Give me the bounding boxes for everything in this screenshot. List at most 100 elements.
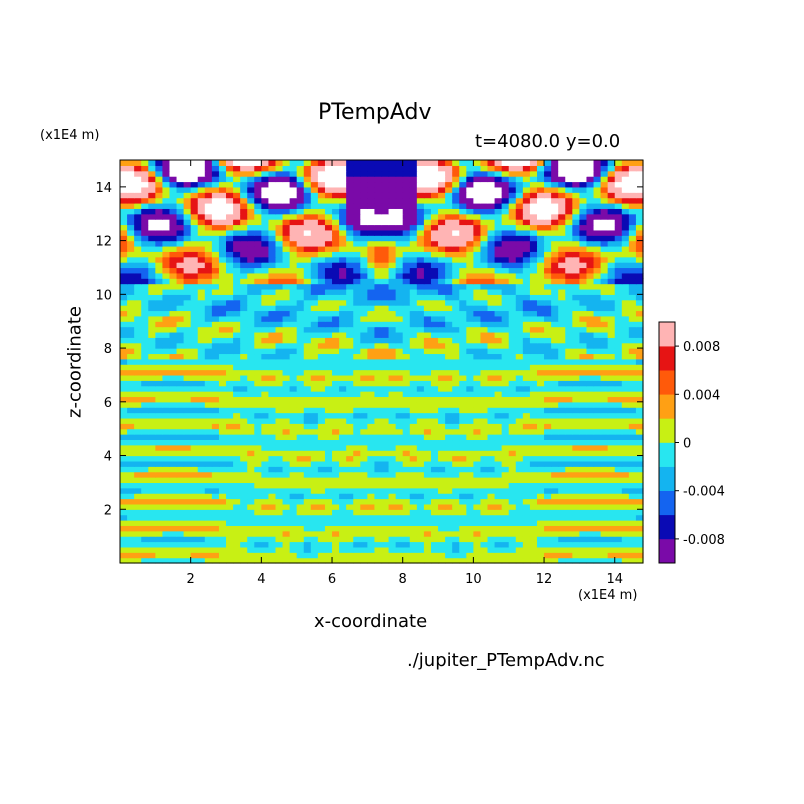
heatmap-cell [296, 520, 305, 526]
heatmap-cell [367, 202, 376, 209]
heatmap-cell [183, 374, 192, 381]
heatmap-cell [211, 213, 220, 220]
heatmap-cell [508, 299, 517, 306]
heatmap-cell [522, 471, 531, 478]
heatmap-cell [416, 256, 425, 263]
heatmap-cell [381, 283, 390, 290]
heatmap-cell [275, 251, 284, 258]
heatmap-cell [317, 208, 326, 215]
heatmap-cell [529, 520, 538, 526]
heatmap-cell [289, 423, 298, 430]
heatmap-cell [134, 541, 142, 548]
heatmap-cell [522, 310, 531, 317]
heatmap-cell [353, 251, 361, 258]
heatmap-cell [487, 272, 496, 279]
heatmap-cell [621, 267, 630, 274]
heatmap-cell [204, 283, 213, 290]
heatmap-cell [515, 498, 524, 505]
heatmap-cell [572, 546, 580, 553]
heatmap-cell [332, 380, 340, 387]
heatmap-cell [190, 477, 199, 483]
heatmap-cell [445, 213, 453, 220]
heatmap-cell [593, 374, 602, 381]
heatmap-cell [614, 396, 623, 403]
heatmap-cell [247, 509, 255, 516]
heatmap-cell [240, 310, 248, 317]
heatmap-cell [169, 240, 178, 247]
heatmap-cell [445, 321, 453, 328]
heatmap-cell [579, 412, 588, 419]
heatmap-cell [120, 417, 128, 424]
heatmap-cell [508, 310, 517, 317]
heatmap-cell [155, 310, 164, 317]
heatmap-cell [204, 525, 213, 532]
heatmap-cell [438, 450, 446, 457]
heatmap-cell [176, 294, 185, 301]
heatmap-cell [593, 396, 602, 403]
heatmap-cell [452, 423, 460, 430]
heatmap-cell [296, 374, 305, 381]
heatmap-cell [247, 256, 255, 263]
heatmap-cell [141, 294, 149, 301]
heatmap-cell [635, 434, 644, 441]
heatmap-cell [586, 294, 595, 301]
heatmap-cell [134, 385, 142, 392]
heatmap-cell [508, 487, 517, 494]
heatmap-cell [438, 439, 446, 446]
heatmap-cell [240, 434, 248, 441]
heatmap-cell [515, 423, 524, 430]
heatmap-cell [494, 342, 503, 349]
heatmap-cell [487, 219, 496, 226]
heatmap-cell [240, 536, 248, 543]
heatmap-cell [586, 342, 595, 349]
heatmap-cell [579, 272, 588, 279]
heatmap-cell [628, 401, 637, 408]
heatmap-cell [416, 235, 425, 242]
heatmap-cell [155, 503, 164, 510]
heatmap-cell [402, 235, 411, 242]
heatmap-cell [600, 487, 609, 494]
heatmap-cell [254, 503, 262, 510]
heatmap-cell [374, 310, 383, 317]
heatmap-cell [183, 288, 192, 295]
heatmap-cell [515, 315, 524, 322]
heatmap-cell [438, 482, 446, 489]
heatmap-cell [247, 245, 255, 252]
heatmap-cell [141, 342, 149, 349]
heatmap-cell [586, 423, 595, 430]
heatmap-cell [268, 278, 277, 285]
heatmap-cell [289, 353, 298, 360]
heatmap-cell [127, 552, 135, 559]
heatmap-cell [275, 283, 284, 290]
heatmap-cell [409, 251, 418, 258]
heatmap-cell [487, 267, 496, 274]
heatmap-cell [628, 337, 637, 344]
heatmap-cell [289, 224, 298, 231]
heatmap-cell [141, 374, 149, 381]
heatmap-cell [197, 272, 206, 279]
heatmap-cell [240, 546, 248, 553]
heatmap-cell [529, 428, 538, 435]
heatmap-cell [240, 557, 248, 564]
heatmap-cell [558, 213, 566, 220]
heatmap-cell [628, 498, 637, 505]
heatmap-cell [452, 364, 460, 371]
heatmap-cell [565, 299, 573, 306]
heatmap-cell [141, 498, 149, 505]
heatmap-cell [169, 380, 178, 387]
heatmap-cell [360, 374, 368, 381]
heatmap-cell [240, 213, 248, 220]
heatmap-cell [240, 460, 248, 467]
heatmap-cell [614, 213, 623, 220]
heatmap-cell [586, 385, 595, 392]
heatmap-cell [522, 278, 531, 285]
heatmap-cell [148, 299, 156, 306]
heatmap-cell [635, 530, 644, 537]
heatmap-cell [211, 224, 220, 231]
heatmap-cell [438, 310, 446, 317]
heatmap-cell [438, 428, 446, 435]
heatmap-cell [268, 358, 277, 365]
heatmap-cell [190, 326, 199, 333]
heatmap-cell [346, 245, 354, 252]
heatmap-cell [501, 380, 510, 387]
